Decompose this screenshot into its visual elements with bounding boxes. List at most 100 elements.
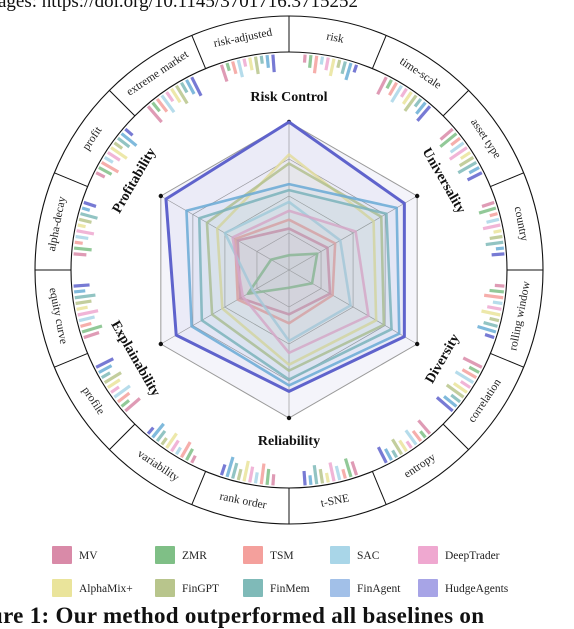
ring-mini-bar — [81, 324, 103, 334]
ring-mini-bar — [98, 364, 113, 374]
ring-divider — [442, 423, 469, 450]
ring-mini-bar — [80, 321, 92, 328]
ring-mini-bar — [486, 217, 500, 224]
ring-mini-bar — [485, 240, 504, 247]
ring-mini-bar — [411, 429, 423, 443]
ring-mini-bar — [398, 439, 408, 453]
radar-vertex-dot — [286, 415, 292, 421]
ring-divider — [54, 172, 88, 188]
figure-top-caption: ages: https://doi.org/10.1145/3701716.37… — [0, 0, 358, 12]
ring-mini-bar — [302, 470, 307, 486]
ring-mini-bar — [225, 62, 231, 72]
ring-mini-bar — [449, 141, 465, 154]
ring-segment-label: correlation — [466, 377, 504, 425]
ring-mini-bar — [384, 448, 393, 461]
legend-label: ZMR — [182, 550, 207, 562]
ring-mini-bar — [350, 460, 359, 476]
ring-mini-bar — [265, 54, 270, 69]
ring-mini-bar — [175, 446, 182, 456]
ring-mini-bar — [324, 472, 330, 483]
ring-mini-bar — [73, 283, 90, 288]
radar-vertex-dot — [158, 341, 164, 347]
ring-divider — [442, 90, 469, 117]
ring-segment-label: t-SNE — [320, 492, 351, 509]
ring-segment-label: variability — [135, 448, 181, 484]
legend-label: HudgeAgents — [445, 583, 509, 595]
ring-mini-bar — [73, 289, 86, 294]
ring-mini-bar — [242, 460, 250, 482]
ring-segment-label: rolling window — [507, 280, 533, 352]
ring-mini-bar — [83, 200, 97, 208]
legend-swatch — [243, 546, 263, 564]
ring-mini-bar — [106, 378, 121, 389]
ring-mini-bar — [95, 357, 115, 369]
ring-mini-bar — [489, 316, 500, 323]
series-sac — [223, 200, 352, 343]
ring-divider — [109, 423, 136, 450]
ring-mini-bar — [416, 105, 432, 122]
radar-vertex-dot — [414, 193, 420, 199]
ring-divider — [191, 471, 207, 505]
series-hudgeagents — [164, 120, 406, 393]
legend-label: FinGPT — [182, 583, 219, 595]
ring-mini-bar — [120, 399, 131, 408]
ring-mini-bar — [248, 466, 255, 483]
ring-mini-bar — [76, 305, 88, 311]
ring-mini-bar — [334, 465, 342, 481]
ring-mini-bar — [78, 315, 95, 323]
ring-divider — [490, 172, 524, 188]
axis-label-explainability: Explainability — [107, 318, 162, 399]
ring-mini-bar — [190, 454, 197, 464]
ring-mini-bar — [180, 81, 189, 94]
series-alphamix- — [215, 153, 378, 367]
ring-mini-bar — [77, 223, 86, 229]
ring-mini-bar — [116, 391, 131, 404]
ring-mini-bar — [185, 448, 194, 461]
ring-mini-bar — [385, 79, 393, 90]
ring-mini-bar — [478, 206, 497, 215]
series-zmr — [246, 252, 319, 295]
ring-mini-bar — [151, 101, 161, 113]
ring-mini-bar — [477, 324, 497, 334]
ring-mini-bar — [459, 380, 472, 389]
ring-mini-bar — [259, 55, 264, 64]
ring-mini-bar — [404, 429, 418, 446]
ring-mini-bar — [81, 206, 91, 212]
legend-label: TSM — [270, 550, 294, 562]
ring-mini-bar — [336, 59, 342, 69]
series-finmem — [197, 188, 393, 381]
ring-mini-bar — [113, 141, 124, 150]
legend-swatch — [243, 579, 263, 597]
ring-mini-bar — [445, 383, 465, 399]
ring-mini-bar — [190, 76, 203, 97]
ring-mini-bar — [458, 156, 475, 168]
ring-mini-bar — [493, 229, 502, 234]
ring-segment-label: extreme market — [124, 48, 191, 98]
ring-mini-bar — [495, 246, 505, 251]
ring-mini-bar — [100, 161, 120, 174]
ring-mini-bar — [489, 212, 498, 218]
ring-mini-bar — [160, 437, 168, 446]
ring-mini-bar — [318, 468, 325, 484]
legend-label: MV — [79, 550, 98, 562]
ring-mini-bar — [391, 449, 398, 459]
series-tsm — [233, 218, 337, 325]
ring-mini-bar — [146, 105, 163, 124]
legend-label: SAC — [357, 550, 380, 562]
ring-mini-bar — [435, 396, 454, 413]
ring-mini-bar — [165, 91, 175, 103]
legend-swatch — [52, 546, 72, 564]
ring-segment-label: time-scale — [397, 55, 443, 91]
ring-mini-bar — [454, 370, 475, 384]
ring-mini-bar — [452, 382, 468, 394]
ring-mini-bar — [103, 371, 122, 384]
ring-mini-bar — [343, 458, 353, 478]
ring-divider — [54, 352, 88, 368]
ring-mini-bar — [231, 61, 238, 75]
ring-mini-bar — [242, 58, 248, 67]
legend-swatch — [330, 546, 350, 564]
ring-mini-bar — [155, 97, 169, 113]
legend-swatch — [155, 546, 175, 564]
legend-swatch — [418, 546, 438, 564]
